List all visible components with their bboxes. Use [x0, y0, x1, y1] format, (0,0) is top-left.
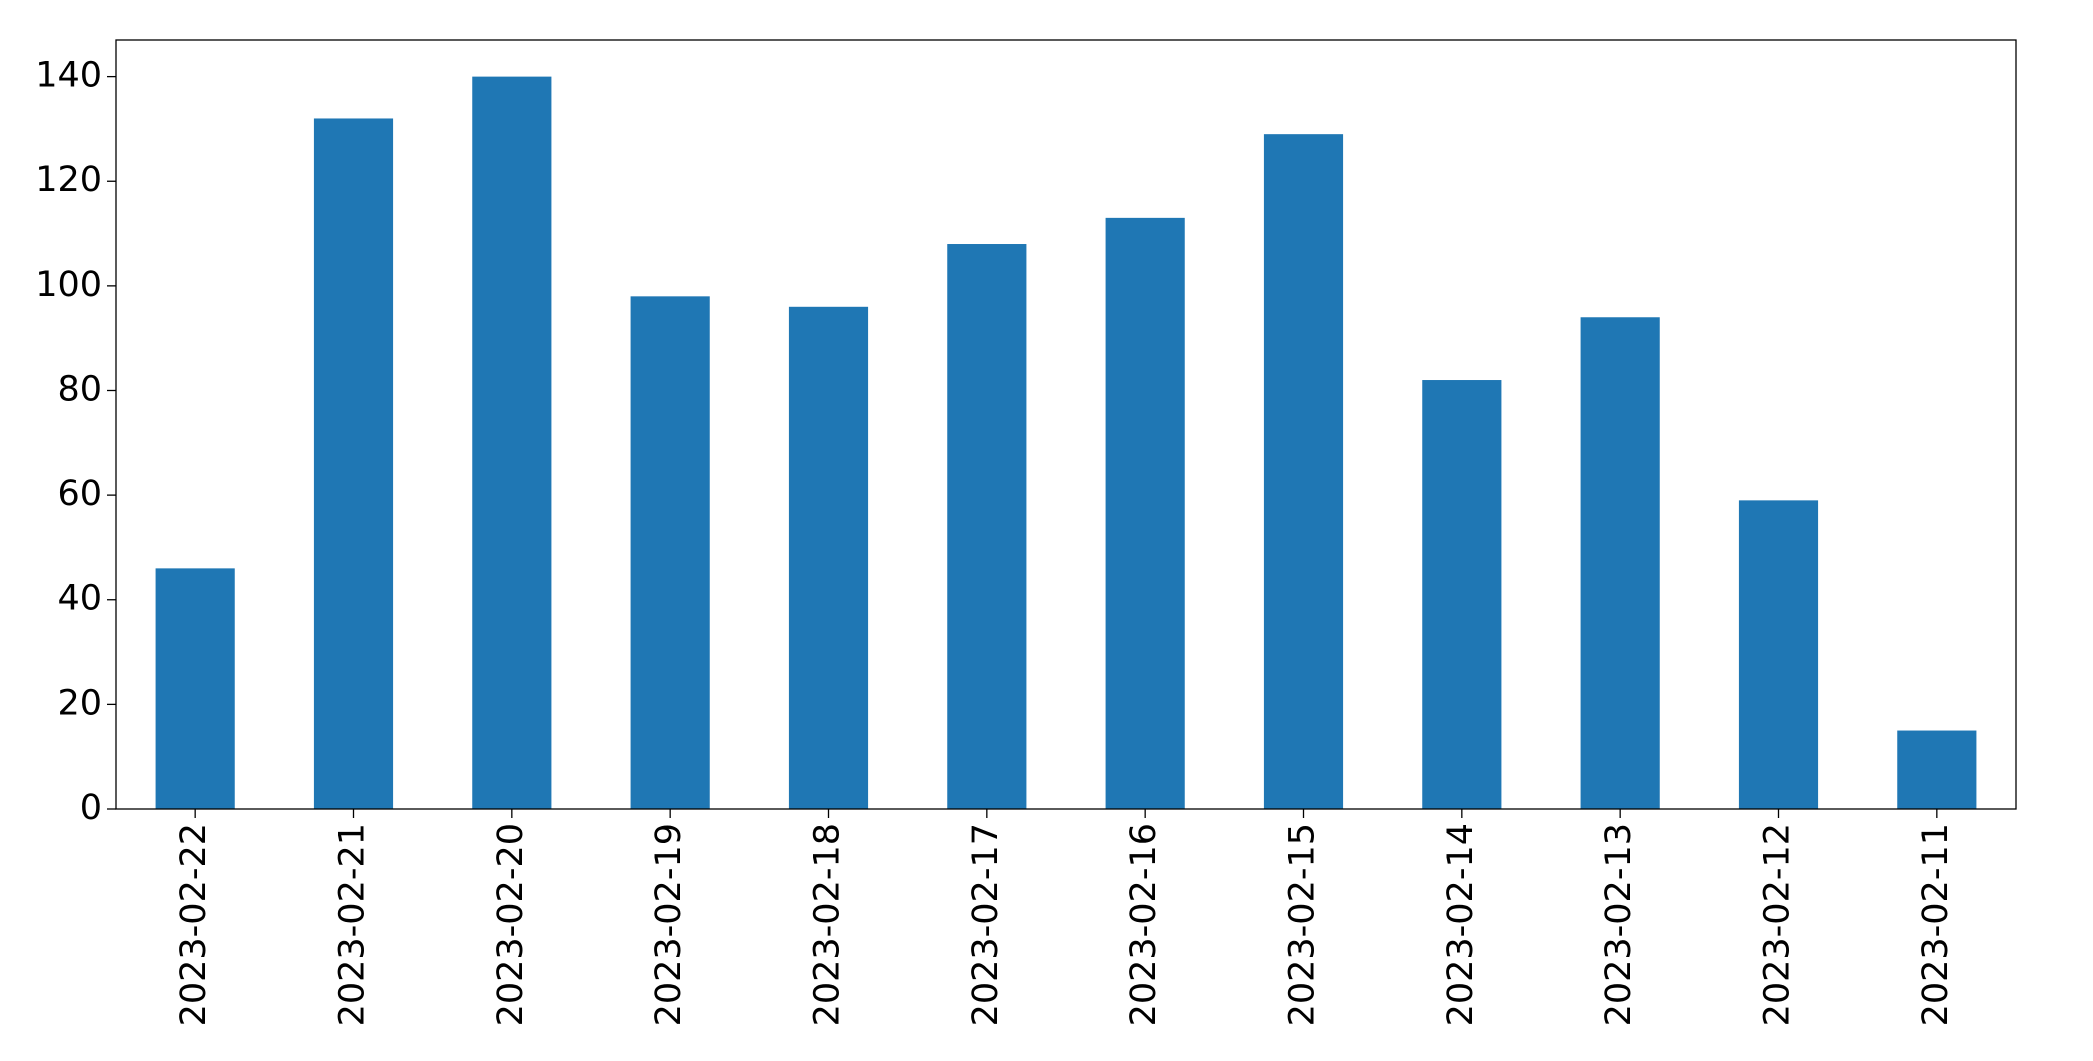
- y-tick-label: 0: [80, 788, 102, 828]
- bar: [947, 244, 1027, 810]
- bar: [472, 76, 552, 810]
- bar: [1738, 500, 1819, 809]
- x-tick-label: 2023-02-14: [1441, 823, 1481, 1026]
- bar: [1897, 730, 1977, 809]
- x-tick-label: 2023-02-15: [1283, 823, 1323, 1026]
- x-tick-label: 2023-02-21: [333, 823, 373, 1026]
- y-tick-label: 80: [57, 369, 102, 409]
- y-tick-label: 40: [57, 579, 102, 619]
- bar: [788, 306, 869, 809]
- x-tick-label: 2023-02-18: [808, 823, 848, 1026]
- x-tick-label: 2023-02-20: [491, 823, 531, 1026]
- bar: [313, 118, 394, 810]
- bar: [1105, 217, 1185, 809]
- y-tick-label: 100: [35, 265, 102, 305]
- y-tick-label: 60: [57, 474, 102, 514]
- x-tick-label: 2023-02-17: [966, 823, 1006, 1026]
- x-tick-label: 2023-02-22: [174, 823, 214, 1026]
- x-tick-label: 2023-02-12: [1758, 823, 1798, 1026]
- y-tick-label: 120: [35, 160, 102, 200]
- bar: [630, 296, 710, 809]
- y-tick-label: 20: [57, 683, 102, 723]
- x-tick-label: 2023-02-11: [1916, 823, 1956, 1026]
- x-tick-label: 2023-02-16: [1124, 823, 1164, 1026]
- x-tick-label: 2023-02-13: [1599, 823, 1639, 1026]
- y-tick-label: 140: [35, 56, 102, 96]
- plot-frame: [115, 39, 2017, 810]
- x-tick-label: 2023-02-19: [649, 823, 689, 1026]
- bar: [1263, 134, 1344, 809]
- bar: [1580, 317, 1660, 809]
- bar: [1422, 380, 1502, 809]
- bar: [155, 568, 235, 809]
